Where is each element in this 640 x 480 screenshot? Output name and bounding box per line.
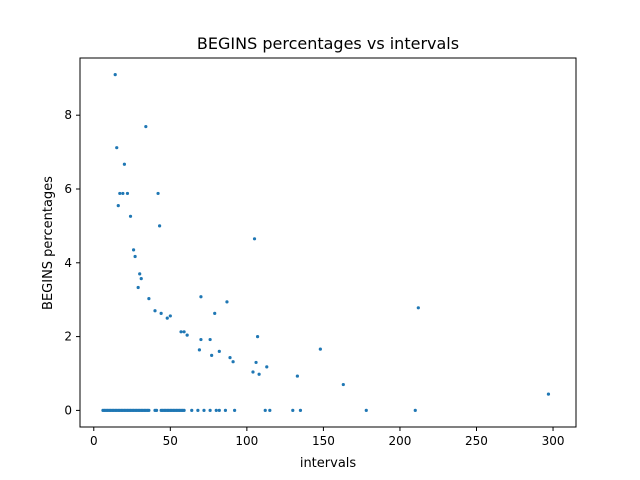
y-axis-label: BEGINS percentages bbox=[41, 176, 56, 310]
data-point bbox=[263, 408, 267, 412]
data-point bbox=[182, 408, 186, 412]
data-point bbox=[139, 277, 143, 281]
y-tick-label: 8 bbox=[64, 108, 72, 122]
data-point bbox=[295, 374, 299, 378]
data-point bbox=[168, 314, 172, 318]
data-point bbox=[147, 296, 151, 301]
y-tick-label: 0 bbox=[64, 403, 72, 417]
data-point bbox=[122, 162, 126, 166]
data-point bbox=[291, 408, 295, 412]
data-point bbox=[136, 285, 140, 290]
data-point bbox=[159, 311, 163, 315]
data-point bbox=[210, 353, 214, 358]
data-point bbox=[214, 408, 218, 412]
data-point bbox=[255, 334, 260, 339]
data-point bbox=[268, 408, 272, 412]
data-point bbox=[257, 372, 261, 376]
x-axis-ticks: 0 50 100 150 200 250 300 bbox=[90, 427, 565, 448]
data-point bbox=[118, 191, 122, 196]
y-tick-label: 2 bbox=[64, 330, 72, 344]
data-point bbox=[158, 224, 162, 228]
data-point bbox=[202, 408, 206, 412]
data-point bbox=[231, 360, 235, 364]
data-point bbox=[185, 333, 189, 337]
x-tick-label: 50 bbox=[163, 434, 178, 448]
y-tick-label: 4 bbox=[64, 256, 72, 270]
data-point bbox=[113, 73, 117, 77]
data-point bbox=[116, 204, 120, 208]
data-point bbox=[217, 349, 221, 353]
chart-title: BEGINS percentages vs intervals bbox=[197, 34, 459, 53]
data-point bbox=[213, 311, 217, 315]
data-points bbox=[101, 73, 551, 412]
data-point bbox=[156, 191, 160, 196]
data-point bbox=[413, 408, 417, 412]
data-point bbox=[179, 330, 183, 334]
data-point bbox=[199, 295, 203, 299]
data-point bbox=[196, 408, 200, 412]
y-axis-ticks: 0 2 4 6 8 bbox=[64, 108, 80, 417]
data-point bbox=[225, 300, 229, 304]
data-point bbox=[165, 316, 169, 320]
data-point bbox=[199, 337, 203, 342]
data-point bbox=[546, 392, 551, 396]
data-point bbox=[131, 248, 136, 252]
data-point bbox=[138, 272, 142, 276]
data-point bbox=[233, 408, 237, 412]
x-tick-label: 200 bbox=[388, 434, 411, 448]
x-axis-label: intervals bbox=[300, 456, 357, 471]
data-point bbox=[128, 214, 133, 218]
data-point bbox=[298, 408, 303, 412]
data-point bbox=[121, 191, 125, 196]
data-point bbox=[197, 348, 202, 352]
data-point bbox=[208, 408, 212, 412]
data-point bbox=[190, 408, 194, 412]
data-point bbox=[341, 382, 345, 387]
data-point bbox=[416, 306, 420, 310]
data-point bbox=[364, 408, 368, 412]
data-point bbox=[182, 330, 186, 334]
data-point bbox=[153, 309, 157, 313]
data-point bbox=[147, 408, 151, 412]
data-point bbox=[217, 408, 221, 412]
data-point bbox=[133, 254, 137, 259]
data-point bbox=[115, 146, 119, 150]
plot-frame bbox=[79, 57, 577, 428]
y-tick-label: 6 bbox=[64, 182, 72, 196]
x-tick-label: 150 bbox=[312, 434, 335, 448]
data-point bbox=[252, 237, 257, 241]
x-tick-label: 300 bbox=[542, 434, 565, 448]
data-point bbox=[265, 365, 269, 369]
data-point bbox=[228, 356, 232, 360]
data-point bbox=[144, 125, 148, 129]
data-point bbox=[223, 408, 228, 412]
data-point bbox=[251, 370, 255, 374]
data-point bbox=[125, 191, 130, 196]
data-point bbox=[318, 347, 322, 351]
data-point bbox=[254, 360, 258, 365]
data-point bbox=[208, 337, 212, 342]
x-tick-label: 0 bbox=[90, 434, 98, 448]
data-point bbox=[154, 408, 159, 412]
x-tick-label: 250 bbox=[465, 434, 488, 448]
x-tick-label: 100 bbox=[235, 434, 258, 448]
